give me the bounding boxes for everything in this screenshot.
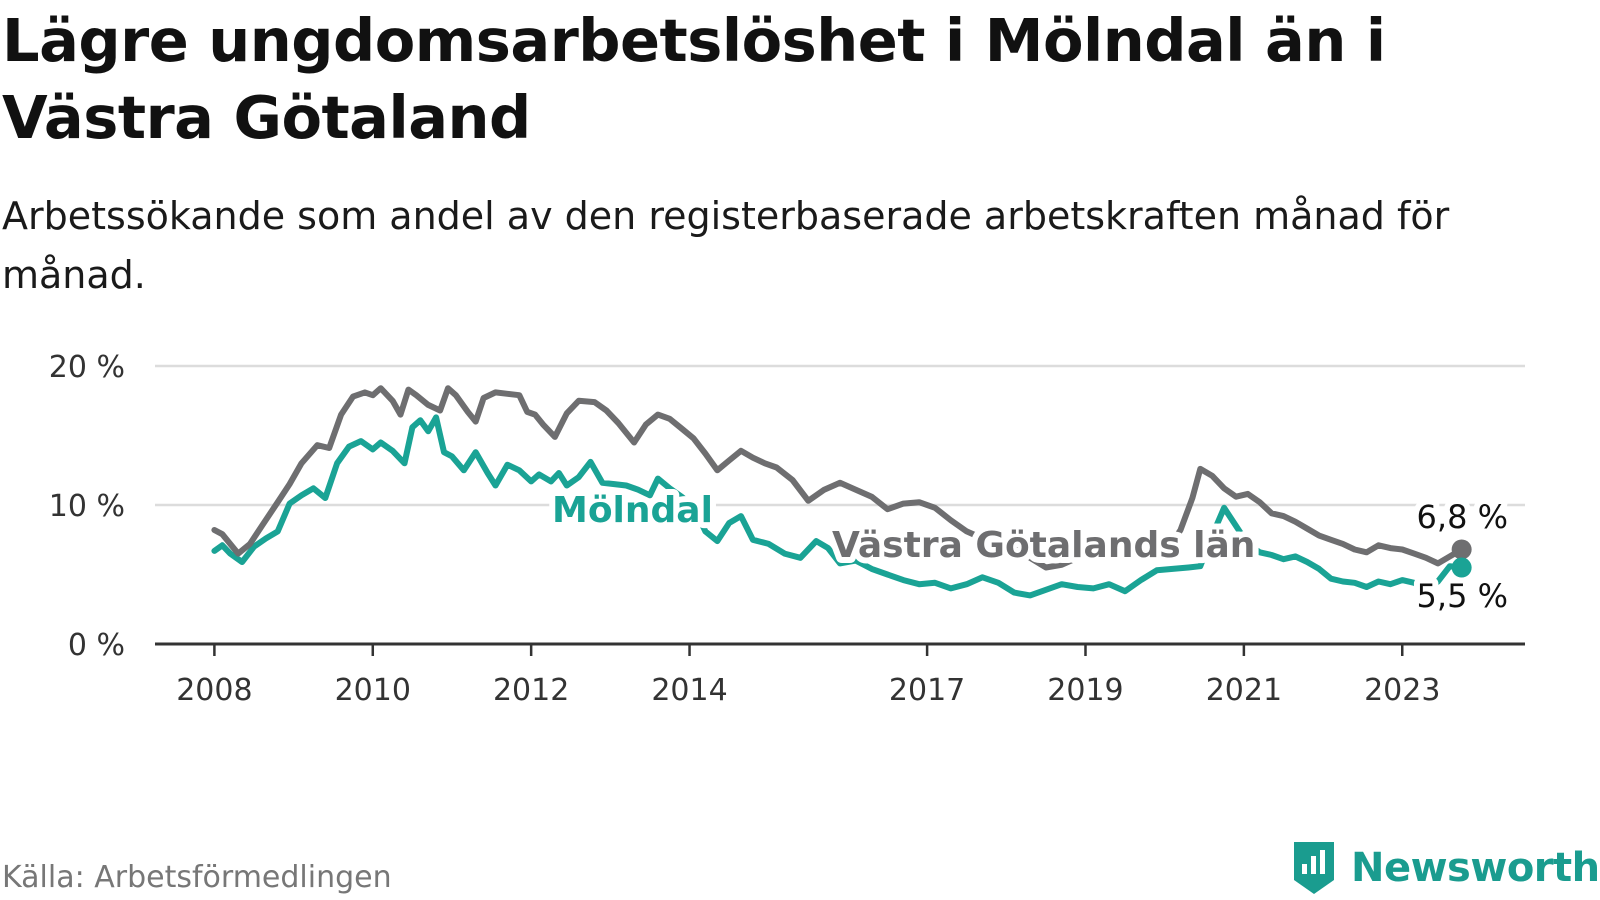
series-line-vastra-gotaland (211, 385, 1465, 571)
series-labels: Mölndal Västra Götalands län 6,8 % 5,5 % (546, 484, 1514, 621)
y-tick-label: 20 % (49, 350, 125, 385)
chart-title: Lägre ungdomsarbetslöshet i Mölndal än i… (2, 6, 1386, 152)
y-tick-label: 10 % (49, 489, 125, 524)
series-lines (211, 385, 1472, 599)
source-note: Källa: Arbetsförmedlingen (2, 860, 392, 895)
end-marker-vastra-gotaland (1451, 539, 1472, 560)
x-tick-label: 2017 (889, 673, 965, 708)
x-tick-label: 2008 (176, 673, 252, 708)
x-tick-label: 2014 (651, 673, 727, 708)
y-tick-label: 0 % (68, 628, 125, 663)
brand-name: Newsworthy (1351, 845, 1600, 891)
end-label-vastra-gotaland: 6,8 % (1417, 498, 1508, 536)
x-tick-label: 2023 (1364, 673, 1440, 708)
series-label-molndal: Mölndal (552, 490, 713, 531)
brand[interactable]: Newsworthy (1291, 840, 1600, 896)
x-tick-label: 2010 (335, 673, 411, 708)
series-label-vastra-gotaland: Västra Götalands län (832, 525, 1255, 566)
end-label-molndal: 5,5 % (1417, 577, 1508, 615)
chart-subtitle: Arbetssökande som andel av den registerb… (2, 194, 1450, 297)
end-marker-molndal (1451, 557, 1472, 578)
axes: 0 % 10 % 20 % 2008 2010 2012 2014 2017 2019 2021 2… (49, 350, 1525, 708)
x-tick-label: 2012 (493, 673, 569, 708)
series-line-molndal (211, 414, 1465, 599)
grid-lines (155, 364, 1525, 507)
newsworthy-logo-icon (1294, 842, 1334, 894)
x-tick-label: 2021 (1206, 673, 1282, 708)
x-tick-label: 2019 (1047, 673, 1123, 708)
